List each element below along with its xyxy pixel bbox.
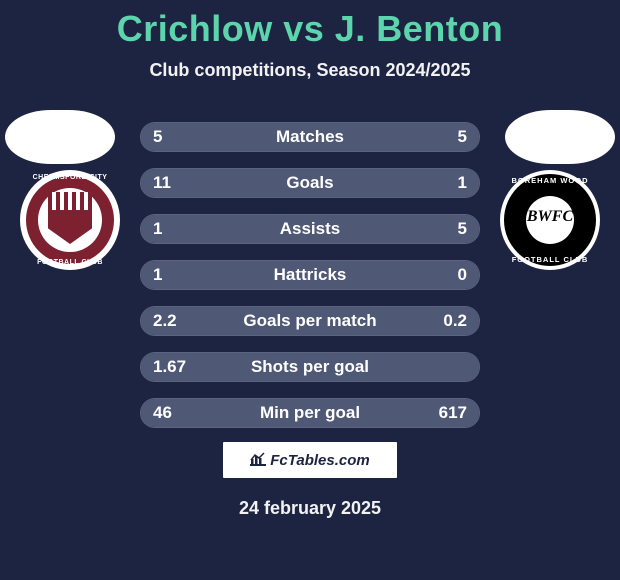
page-title: Crichlow vs J. Benton bbox=[0, 0, 620, 50]
stat-value-right: 1 bbox=[458, 169, 467, 197]
stats-rows: 5Matches511Goals11Assists51Hattricks02.2… bbox=[140, 122, 480, 444]
stat-label: Goals per match bbox=[141, 307, 479, 335]
stat-label: Hattricks bbox=[141, 261, 479, 289]
club-right-name-top: BOREHAM WOOD bbox=[500, 176, 600, 185]
stat-row: 2.2Goals per match0.2 bbox=[140, 306, 480, 336]
stat-row: 1Hattricks0 bbox=[140, 260, 480, 290]
stat-row: 1.67Shots per goal bbox=[140, 352, 480, 382]
stat-value-right: 5 bbox=[458, 123, 467, 151]
club-left-name-top: CHELMSFORD CITY bbox=[20, 174, 120, 181]
stat-value-right: 617 bbox=[439, 399, 467, 427]
date-label: 24 february 2025 bbox=[0, 498, 620, 519]
stat-row: 46Min per goal617 bbox=[140, 398, 480, 428]
stat-value-right: 5 bbox=[458, 215, 467, 243]
stat-label: Matches bbox=[141, 123, 479, 151]
club-right-badge: BWFC BOREHAM WOOD FOOTBALL CLUB bbox=[500, 170, 600, 270]
club-left-badge: CHELMSFORD CITY FOOTBALL CLUB bbox=[20, 170, 120, 270]
stat-value-right: 0 bbox=[458, 261, 467, 289]
stat-label: Shots per goal bbox=[141, 353, 479, 381]
club-left-name-bottom: FOOTBALL CLUB bbox=[20, 259, 120, 266]
stat-row: 5Matches5 bbox=[140, 122, 480, 152]
stat-label: Goals bbox=[141, 169, 479, 197]
chart-icon bbox=[250, 452, 266, 469]
player-right-jersey bbox=[505, 110, 615, 164]
stat-label: Min per goal bbox=[141, 399, 479, 427]
player-left-jersey bbox=[5, 110, 115, 164]
subtitle: Club competitions, Season 2024/2025 bbox=[0, 60, 620, 81]
stat-value-right: 0.2 bbox=[443, 307, 467, 335]
stat-label: Assists bbox=[141, 215, 479, 243]
footer-site-tag[interactable]: FcTables.com bbox=[221, 440, 399, 480]
club-right-name-bottom: FOOTBALL CLUB bbox=[500, 255, 600, 264]
footer-site-label: FcTables.com bbox=[270, 452, 369, 469]
stat-row: 11Goals1 bbox=[140, 168, 480, 198]
stat-row: 1Assists5 bbox=[140, 214, 480, 244]
